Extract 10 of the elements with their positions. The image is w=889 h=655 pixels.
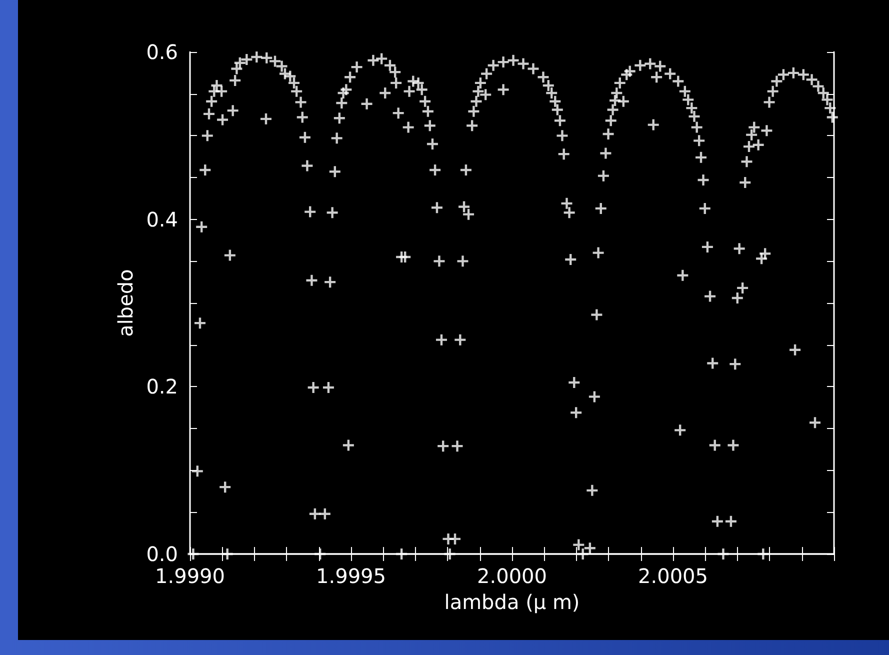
y-tick-label: 0.0 bbox=[146, 542, 178, 566]
y-tick-label: 0.6 bbox=[146, 40, 178, 64]
y-axis-title: albedo bbox=[113, 269, 138, 337]
y-tick-label: 0.2 bbox=[146, 374, 178, 399]
x-tick-label: 2.0000 bbox=[477, 564, 547, 588]
y-tick-label: 0.4 bbox=[146, 207, 178, 232]
x-tick-label: 2.0005 bbox=[638, 564, 708, 588]
x-tick-label: 1.9990 bbox=[155, 564, 225, 588]
x-tick-label: 1.9995 bbox=[316, 564, 386, 588]
x-axis-title: lambda (μ m) bbox=[444, 590, 580, 614]
